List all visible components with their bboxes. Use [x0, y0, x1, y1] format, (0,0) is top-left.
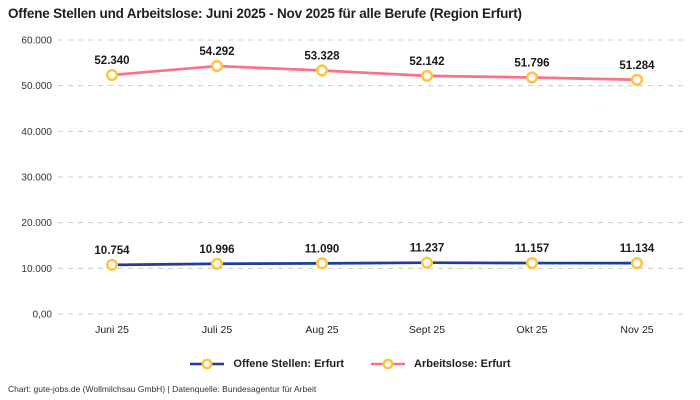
- data-point-marker: [525, 256, 539, 270]
- chart-title: Offene Stellen und Arbeitslose: Juni 202…: [8, 6, 522, 21]
- data-point-marker: [630, 257, 644, 270]
- data-point-marker: [525, 71, 539, 84]
- data-point-label: 11.134: [620, 243, 655, 255]
- chart-legend: Offene Stellen: Erfurt Arbeitslose: Erfu…: [0, 358, 700, 370]
- line-chart-plot: 0,00 10.000 20.000 30.000 40.000 50.000 60.000…: [21, 36, 686, 336]
- y-tick-label: 50.000: [21, 81, 52, 92]
- y-tick-label: 60.000: [21, 36, 52, 47]
- data-point-label: 11.090: [305, 243, 340, 255]
- legend-label-arbeitslose: Arbeitslose: Erfurt: [414, 358, 511, 370]
- data-point-label: 11.157: [515, 243, 550, 255]
- data-point-marker: [210, 257, 224, 270]
- series-line: [110, 261, 639, 267]
- y-tick-label: 10.000: [21, 264, 52, 275]
- y-tick-label: 30.000: [21, 173, 52, 184]
- x-tick-label: Juni 25: [95, 324, 129, 336]
- data-point-marker: [315, 64, 329, 77]
- data-point-marker: [630, 73, 644, 86]
- y-tick-label: 20.000: [21, 218, 52, 229]
- x-tick-label: Nov 25: [620, 324, 653, 336]
- x-tick-label: Aug 25: [305, 324, 338, 336]
- legend-item-offene-stellen[interactable]: Offene Stellen: Erfurt: [189, 358, 344, 370]
- y-tick-label: 0,00: [33, 310, 53, 321]
- y-tick-label: 40.000: [21, 127, 52, 138]
- x-tick-label: Okt 25: [517, 324, 548, 336]
- x-tick-label: Juli 25: [202, 324, 233, 336]
- data-point-marker: [420, 256, 434, 269]
- data-point-label: 54.292: [199, 46, 234, 58]
- data-point-marker: [420, 69, 434, 82]
- data-point-label: 51.284: [619, 60, 655, 72]
- legend-label-offene-stellen: Offene Stellen: Erfurt: [233, 358, 345, 370]
- data-point-label: 53.328: [304, 50, 340, 62]
- data-point-label: 10.754: [94, 245, 130, 257]
- legend-swatch-arbeitslose-icon: [371, 358, 406, 370]
- data-point-label: 51.796: [514, 57, 549, 69]
- data-point-label: 52.340: [94, 55, 129, 67]
- data-point-marker: [105, 258, 119, 271]
- data-point-label: 10.996: [199, 244, 234, 256]
- chart-source-attribution: Chart: gute-jobs.de (Wollmilchsau GmbH) …: [8, 384, 317, 394]
- series-line: [110, 64, 639, 82]
- data-point-label: 11.237: [410, 243, 445, 255]
- data-point-marker: [105, 68, 119, 82]
- x-tick-label: Sept 25: [409, 324, 445, 336]
- legend-swatch-offene-stellen-icon: [190, 358, 225, 370]
- data-point-marker: [210, 60, 224, 73]
- data-point-label: 52.142: [409, 56, 444, 68]
- data-point-marker: [315, 257, 329, 270]
- legend-item-arbeitslose[interactable]: Arbeitslose: Erfurt: [370, 358, 511, 370]
